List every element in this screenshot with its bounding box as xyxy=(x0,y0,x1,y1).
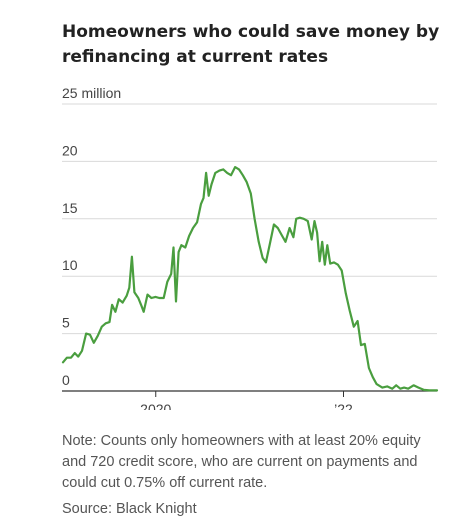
y-tick-label: 15 xyxy=(62,200,78,216)
x-axis-ticks: 2020 ’22 xyxy=(140,391,353,410)
y-tick-label: 25 million xyxy=(62,85,121,101)
chart-source: Source: Black Knight xyxy=(62,501,197,517)
y-tick-label: 5 xyxy=(62,315,70,331)
series-group xyxy=(61,166,439,392)
y-axis-ticks: 25 million 20 15 10 5 0 xyxy=(62,85,121,388)
y-tick-label: 20 xyxy=(62,142,78,158)
x-tick-label: ’22 xyxy=(334,401,353,410)
line-chart: 25 million 20 15 10 5 0 2020 ’22 xyxy=(61,85,439,410)
y-tick-label: 0 xyxy=(62,372,70,388)
chart-title: Homeowners who could save money by refin… xyxy=(62,22,440,67)
series-line xyxy=(61,166,439,392)
gridlines xyxy=(62,103,437,335)
chart-note: Note: Counts only homeowners with at lea… xyxy=(62,433,421,491)
y-tick-label: 10 xyxy=(62,257,78,273)
x-tick-label: 2020 xyxy=(140,401,171,410)
